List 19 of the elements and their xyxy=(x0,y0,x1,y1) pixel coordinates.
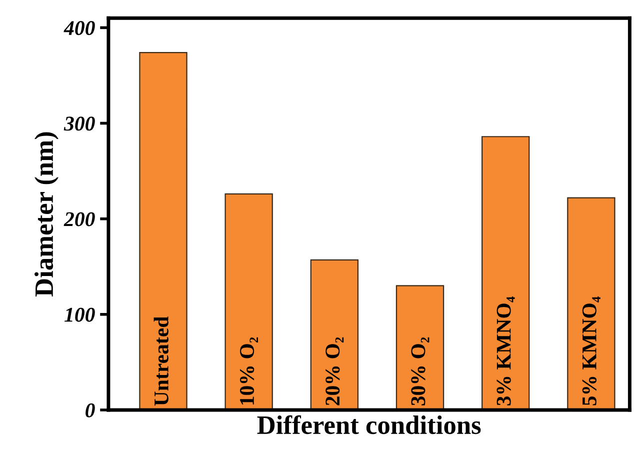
bar xyxy=(482,136,530,410)
x-tick-label: Untreated xyxy=(154,316,168,406)
y-tick-label: 400 xyxy=(64,21,95,36)
y-tick-label: 0 xyxy=(86,403,95,418)
bar xyxy=(139,52,188,410)
bar xyxy=(396,285,444,410)
y-tick-label: 300 xyxy=(64,116,95,131)
y-tick-label: 100 xyxy=(64,308,95,322)
bar xyxy=(567,197,616,410)
x-tick-label: 30% O₂ xyxy=(411,337,430,406)
x-axis-title: Different conditions xyxy=(257,415,481,434)
x-tick-label: 5% KMNO₄ xyxy=(582,296,600,406)
x-tick-label: 3% KMNO₄ xyxy=(496,296,515,406)
y-axis-title: Diameter (nm) xyxy=(34,132,58,297)
x-tick-label: 20% O₂ xyxy=(326,337,344,406)
x-tick-label: 10% O₂ xyxy=(240,337,258,404)
y-tick-label: 200 xyxy=(64,212,95,226)
bar xyxy=(224,193,273,410)
bar xyxy=(310,259,359,410)
